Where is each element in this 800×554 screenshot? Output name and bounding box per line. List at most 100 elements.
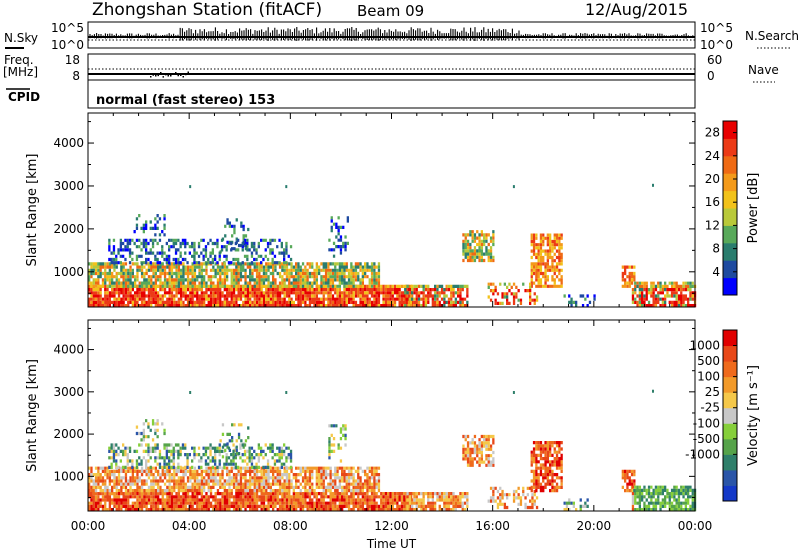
velocity-colorbar-segment bbox=[723, 423, 737, 440]
velocity-isolated-point-3 bbox=[652, 389, 655, 393]
velocity-echo-cells-0 bbox=[88, 434, 636, 512]
power-echo-cells-0 bbox=[88, 233, 697, 308]
velocity-isolated-point-2 bbox=[512, 390, 515, 394]
xaxis-label: Time UT bbox=[366, 537, 417, 551]
power-colorbar-segment bbox=[723, 242, 737, 261]
power-colorbar-segment bbox=[723, 173, 737, 192]
power-echo-cells-4 bbox=[88, 230, 697, 308]
power-echo-cells-1 bbox=[88, 288, 697, 308]
freq-label: Freq. bbox=[4, 53, 34, 67]
power-colorbar-segment bbox=[723, 225, 737, 244]
power-ylabel: Slant Range [km] bbox=[25, 154, 40, 267]
power-isolated-point-0 bbox=[189, 185, 192, 189]
velocity-colorbar-label-1: 500 bbox=[697, 354, 720, 368]
velocity-echo-cells-2 bbox=[88, 434, 635, 512]
freq-panel-frame bbox=[87, 53, 696, 81]
power-colorbar-segment bbox=[723, 121, 737, 139]
power-colorbar-segment bbox=[723, 208, 737, 226]
power-ytick-label-2: 3000 bbox=[53, 179, 84, 193]
velocity-colorbar-segment bbox=[723, 407, 737, 424]
velocity-colorbar-segment bbox=[723, 392, 737, 409]
xtick-label-0: 00:00 bbox=[71, 519, 106, 533]
power-colorbar-label-5: 24 bbox=[705, 149, 720, 163]
velocity-echo-cells-3 bbox=[90, 441, 636, 512]
velocity-ylabel: Slant Range [km] bbox=[25, 359, 40, 472]
power-colorbar-label-1: 8 bbox=[712, 242, 720, 256]
velocity-colorbar-segment bbox=[723, 469, 737, 486]
power-ytick-label-1: 2000 bbox=[53, 222, 84, 236]
nsearch-tick-bottom: 10^0 bbox=[700, 38, 733, 52]
velocity-isolated-point-0 bbox=[189, 390, 192, 394]
xtick-label-3: 12:00 bbox=[374, 519, 409, 533]
velocity-panel: 1000 2000 3000 4000 Slant Range [km] 00:00 04:… bbox=[25, 319, 713, 551]
power-colorbar-label-4: 20 bbox=[705, 172, 720, 186]
nave-tick-bottom: 0 bbox=[707, 69, 715, 83]
velocity-colorbar-label-3: 25 bbox=[705, 385, 720, 399]
power-colorbar-segment bbox=[723, 277, 737, 296]
nsearch-label: N.Search bbox=[745, 29, 799, 43]
velocity-ytick-label-0: 1000 bbox=[53, 469, 84, 483]
xtick-label-5: 20:00 bbox=[577, 519, 612, 533]
velocity-colorbar-segment bbox=[723, 454, 737, 471]
power-colorbar-segment bbox=[723, 155, 737, 174]
velocity-colorbar-frame bbox=[722, 329, 738, 502]
power-isolated-point-2 bbox=[512, 185, 515, 189]
velocity-echo-cells-8 bbox=[108, 419, 694, 512]
station-title: Zhongshan Station (fitACF) bbox=[92, 0, 323, 20]
power-isolated-point-1 bbox=[285, 185, 288, 189]
nsky-label: N.Sky bbox=[4, 31, 38, 45]
velocity-isolated-point-1 bbox=[285, 390, 288, 394]
velocity-colorbar-label-0: 1000 bbox=[689, 339, 720, 353]
power-colorbar-label-3: 16 bbox=[705, 195, 720, 209]
power-colorbar-segment bbox=[723, 260, 737, 279]
freq-jitter bbox=[150, 71, 189, 78]
freq-tick-top: 18 bbox=[65, 53, 80, 67]
beam-title: Beam 09 bbox=[357, 2, 425, 20]
xtick-label-4: 16:00 bbox=[475, 519, 510, 533]
velocity-ytick-label-1: 2000 bbox=[53, 427, 84, 441]
velocity-colorbar-segment bbox=[723, 485, 737, 502]
summary-panels: N.Sky 10^5 10^0 10^5 10^0 N.Search Freq.[MHz] 1… bbox=[3, 21, 799, 109]
power-colorbar-label-2: 12 bbox=[705, 218, 720, 232]
power-ytick-label-0: 1000 bbox=[53, 265, 84, 279]
velocity-colorbar-label-6: -500 bbox=[693, 432, 720, 446]
power-colorbar-label-6: 28 bbox=[705, 126, 720, 140]
velocity-colorbar-label-4: -25 bbox=[700, 401, 720, 415]
velocity-colorbar-label-7: -1000 bbox=[685, 447, 720, 461]
nsky-tick-top: 10^5 bbox=[51, 21, 84, 35]
cpid-label: CPID bbox=[8, 90, 40, 104]
nsky-spikes bbox=[89, 27, 694, 41]
velocity-echo-cells-7 bbox=[108, 419, 697, 512]
velocity-ytick-label-3: 4000 bbox=[53, 343, 84, 357]
velocity-colorbar-segment bbox=[723, 330, 737, 347]
nsky-tick-bottom: 10^0 bbox=[51, 38, 84, 52]
velocity-colorbar-segment bbox=[723, 376, 737, 393]
power-isolated-point-3 bbox=[652, 183, 655, 187]
power-colorbar-frame bbox=[722, 120, 738, 296]
power-panel: 1000 2000 3000 4000 Slant Range [km] bbox=[25, 112, 697, 308]
freq-tick-bottom: 8 bbox=[72, 69, 80, 83]
nave-label: Nave bbox=[748, 63, 779, 77]
xtick-label-1: 04:00 bbox=[172, 519, 207, 533]
xtick-label-6: 00:00 bbox=[678, 519, 713, 533]
xtick-label-2: 08:00 bbox=[273, 519, 308, 533]
nsearch-tick-top: 10^5 bbox=[700, 21, 733, 35]
velocity-echo-cells-6 bbox=[108, 424, 589, 505]
cpid-panel-frame bbox=[87, 79, 696, 109]
velocity-colorbar-label-5: -100 bbox=[693, 416, 720, 430]
freq-unit: [MHz] bbox=[3, 65, 38, 79]
velocity-echo-cells-4 bbox=[88, 422, 635, 512]
power-colorbar-label-0: 4 bbox=[712, 265, 720, 279]
nave-tick-top: 60 bbox=[707, 53, 722, 67]
date-title: 12/Aug/2015 bbox=[585, 0, 689, 19]
velocity-colorbar-segment bbox=[723, 345, 737, 362]
velocity-colorbar-label-2: 100 bbox=[697, 370, 720, 384]
power-colorbar-segment bbox=[723, 138, 737, 157]
power-ytick-label-3: 4000 bbox=[53, 136, 84, 150]
velocity-ytick-label-2: 3000 bbox=[53, 385, 84, 399]
power-colorbar-title: Power [dB] bbox=[746, 173, 761, 244]
velocity-colorbar-segment bbox=[723, 361, 737, 378]
velocity-colorbar-segment bbox=[723, 438, 737, 455]
